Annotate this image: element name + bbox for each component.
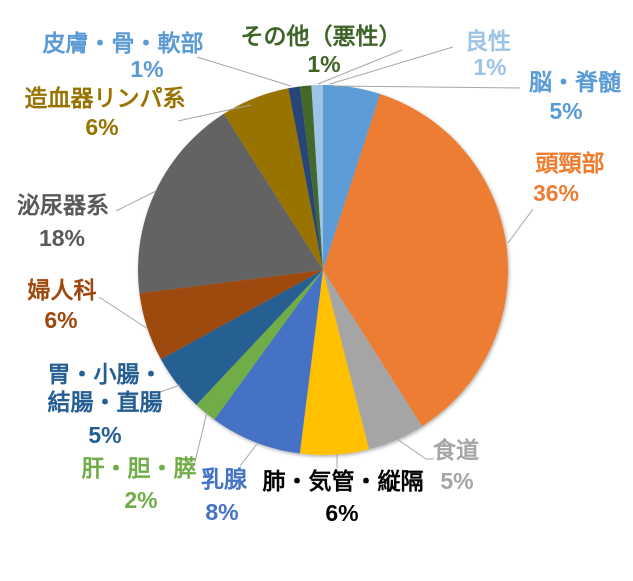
leader-line-benign [329, 46, 454, 85]
pie-pct-liver-gallbladder-pancreas: 2% [124, 487, 158, 513]
pie-slice-benign [311, 85, 323, 270]
pie-label-gynecology: 婦人科 [27, 277, 97, 303]
leader-line-other-malignant [317, 49, 403, 85]
pie-slice-liver-gallbladder-pancreas [196, 270, 323, 420]
pie-pct-brain-spinal: 5% [549, 98, 583, 124]
leader-line-skin-bone-soft-tissue [196, 56, 292, 87]
pie-slice-brain-spinal [323, 85, 381, 270]
pie-slice-breast [214, 270, 323, 454]
pie-pct-stomach-intestine-colon-rectum: 5% [88, 422, 122, 448]
pie-label-lung-trachea-mediastinum: 肺・気管・縦隔 [262, 468, 424, 494]
pie-label-urinary: 泌尿器系 [17, 192, 109, 218]
pie-slice-stomach-intestine-colon-rectum [160, 270, 323, 405]
pie-slices-group [138, 85, 509, 456]
pie-slice-skin-bone-soft-tissue [288, 86, 323, 271]
pie-pct-urinary: 18% [38, 225, 86, 251]
pie-slice-hematopoietic-lymphatic [223, 88, 323, 270]
pie-slice-other-malignant [299, 85, 323, 271]
pie-label-breast: 乳腺 [201, 466, 247, 492]
pie-pct-breast: 8% [205, 499, 239, 525]
pie-label-other-malignant: その他（悪性） [240, 23, 402, 49]
leader-lines-group [98, 46, 534, 471]
pie-label-head-neck: 頭頸部 [535, 150, 605, 176]
pie-label-skin-bone-soft-tissue: 皮膚・骨・軟部 [42, 30, 204, 56]
leader-line-breast [239, 443, 258, 467]
pie-label-benign: 良性 [465, 28, 511, 54]
pie-slice-urinary [138, 113, 323, 294]
pie-slice-gynecology [139, 270, 323, 360]
pie-label-brain-spinal: 脳・脊髄 [529, 69, 621, 95]
pie-label-esophagus: 食道 [433, 437, 479, 463]
leader-line-gynecology [98, 296, 149, 330]
pie-pct-lung-trachea-mediastinum: 6% [325, 500, 359, 526]
pie-pct-other-malignant: 1% [307, 51, 341, 77]
leader-line-head-neck [507, 208, 534, 244]
leader-line-brain-spinal [332, 85, 521, 89]
pie-pct-skin-bone-soft-tissue: 1% [130, 56, 164, 82]
pie-label-liver-gallbladder-pancreas: 肝・胆・膵 [81, 455, 197, 481]
pie-slice-lung-trachea-mediastinum [299, 270, 370, 456]
leader-line-stomach-intestine-colon-rectum [159, 384, 181, 393]
pie-label-stomach-intestine-colon-rectum: 胃・小腸・ 結腸・直腸 [47, 361, 163, 415]
leader-line-liver-gallbladder-pancreas [192, 411, 208, 471]
leader-line-esophagus [396, 438, 434, 460]
pie-pct-esophagus: 5% [440, 468, 474, 494]
leader-line-hematopoietic-lymphatic [177, 104, 252, 122]
pie-pct-benign: 1% [473, 54, 507, 80]
pie-slice-head-neck [323, 94, 509, 427]
leader-line-urinary [115, 190, 157, 212]
pie-pct-gynecology: 6% [44, 307, 78, 333]
pie-pct-head-neck: 36% [532, 180, 580, 206]
pie-pct-hematopoietic-lymphatic: 6% [85, 114, 119, 140]
pie-label-hematopoietic-lymphatic: 造血器リンパ系 [24, 85, 186, 111]
pie-slice-esophagus [323, 270, 423, 450]
